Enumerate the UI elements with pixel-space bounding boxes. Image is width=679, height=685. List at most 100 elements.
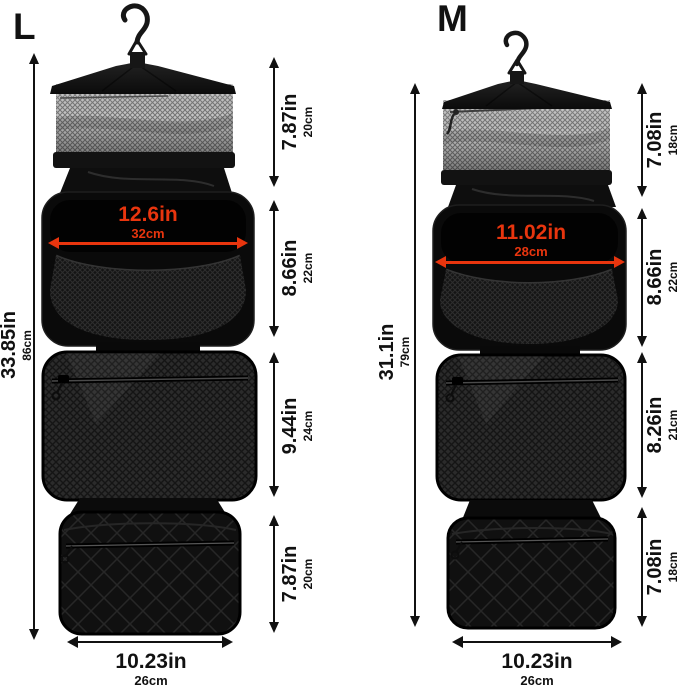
- segment-cm: 18cm: [666, 551, 679, 583]
- bottom-width-cm-m: 26cm: [520, 672, 554, 685]
- top-width-cm-m: 28cm: [514, 243, 548, 259]
- arrowhead-left: [452, 636, 463, 648]
- arrowhead-up: [637, 208, 647, 219]
- arrowhead-left: [67, 636, 78, 648]
- arrow-line: [444, 260, 616, 264]
- arrowhead-left: [48, 237, 59, 249]
- total-height-arrow-m: [410, 83, 420, 627]
- arrowhead-down: [637, 186, 647, 197]
- segment-cm: 20cm: [301, 558, 315, 590]
- total-height-label-m: 31.1in 79cm: [376, 323, 412, 381]
- arrowhead-up: [29, 53, 39, 64]
- segment-cm: 20cm: [301, 106, 315, 138]
- arrowhead-up: [637, 83, 647, 94]
- segment-arrow-m-1: [637, 83, 647, 197]
- total-height-in-m: 31.1in: [376, 323, 398, 381]
- arrowhead-up: [269, 515, 279, 526]
- arrowhead-down: [269, 486, 279, 497]
- arrow-line: [273, 523, 275, 625]
- arrowhead-down: [637, 336, 647, 347]
- bottom-width-arrow-m: [452, 636, 622, 648]
- arrowhead-right: [222, 636, 233, 648]
- segment-arrow-l-4: [269, 515, 279, 633]
- segment-cm: 22cm: [301, 252, 315, 284]
- segment-cm: 22cm: [666, 261, 679, 293]
- top-width-in-l: 12.6in: [118, 203, 178, 226]
- segment-label-m-3: 8.26in 21cm: [644, 396, 679, 454]
- arrow-line: [273, 65, 275, 179]
- segment-arrow-l-2: [269, 200, 279, 337]
- segment-arrow-l-3: [269, 352, 279, 497]
- segment-cm: 21cm: [666, 409, 679, 441]
- hanger-hook-l: [120, 3, 150, 68]
- segment-cm: 18cm: [666, 124, 679, 156]
- arrowhead-right: [611, 636, 622, 648]
- bottom-width-in-m: 10.23in: [501, 650, 573, 673]
- arrow-line: [641, 360, 643, 490]
- arrow-line: [57, 241, 239, 245]
- segment-label-l-4: 7.87in 20cm: [279, 545, 315, 603]
- arrowhead-right: [237, 237, 248, 249]
- segment-arrow-l-1: [269, 57, 279, 187]
- segment-arrow-m-2: [637, 208, 647, 347]
- arrow-line: [76, 641, 224, 643]
- size-label-m: M: [437, 0, 468, 39]
- arrow-line: [273, 208, 275, 329]
- segment-in: 7.08in: [644, 111, 666, 169]
- top-width-label-m: 11.02in 28cm: [496, 221, 566, 259]
- arrowhead-right: [614, 256, 625, 268]
- arrow-line: [414, 91, 416, 619]
- arrowhead-down: [637, 487, 647, 498]
- arrowhead-up: [637, 352, 647, 363]
- total-height-label-l: 33.85in 86cm: [0, 311, 34, 379]
- arrow-line: [641, 91, 643, 189]
- top-width-label-l: 12.6in 32cm: [118, 203, 178, 241]
- arrowhead-up: [269, 352, 279, 363]
- arrow-line: [641, 515, 643, 619]
- bottom-width-label-l: 10.23in 26cm: [115, 650, 186, 685]
- arrow-line: [641, 216, 643, 339]
- arrowhead-down: [269, 622, 279, 633]
- total-height-in-l: 33.85in: [0, 311, 20, 379]
- segment-label-m-4: 7.08in 18cm: [644, 538, 679, 596]
- bag-l-illustration: [41, 3, 258, 636]
- bottom-width-arrow-l: [67, 636, 233, 648]
- segment-label-l-1: 7.87in 20cm: [279, 93, 315, 151]
- arrow-line: [33, 61, 35, 632]
- total-height-cm-m: 79cm: [398, 336, 412, 368]
- segment-in: 8.26in: [644, 396, 666, 454]
- top-width-cm-l: 32cm: [131, 225, 165, 241]
- segment-label-l-3: 9.44in 24cm: [279, 398, 315, 455]
- bottom-width-in-l: 10.23in: [115, 650, 187, 673]
- top-width-arrow-m: [435, 256, 625, 268]
- arrowhead-up: [269, 57, 279, 68]
- bottom-width-label-m: 10.23in 26cm: [501, 650, 572, 685]
- arrowhead-down: [269, 176, 279, 187]
- top-width-arrow-l: [48, 237, 248, 249]
- arrowhead-up: [637, 507, 647, 518]
- size-label-l: L: [13, 6, 36, 47]
- arrow-line: [273, 360, 275, 489]
- segment-label-m-2: 8.66in 22cm: [644, 248, 679, 306]
- segment-in: 8.66in: [644, 248, 666, 306]
- arrowhead-down: [410, 616, 420, 627]
- hanger-hook-m: [503, 30, 529, 84]
- arrowhead-down: [637, 616, 647, 627]
- bag-m-illustration: [432, 30, 627, 630]
- arrow-line: [461, 641, 613, 643]
- segment-in: 7.87in: [279, 545, 301, 603]
- arrowhead-down: [29, 629, 39, 640]
- arrowhead-left: [435, 256, 446, 268]
- top-width-in-m: 11.02in: [495, 221, 567, 244]
- segment-in: 7.87in: [279, 93, 301, 151]
- segment-label-m-1: 7.08in 18cm: [644, 111, 679, 169]
- segment-in: 7.08in: [644, 538, 666, 596]
- segment-in: 8.66in: [279, 239, 301, 297]
- segment-cm: 24cm: [301, 410, 315, 442]
- arrowhead-up: [269, 200, 279, 211]
- segment-arrow-m-3: [637, 352, 647, 498]
- bottom-width-cm-l: 26cm: [134, 672, 168, 685]
- total-height-arrow-l: [29, 53, 39, 640]
